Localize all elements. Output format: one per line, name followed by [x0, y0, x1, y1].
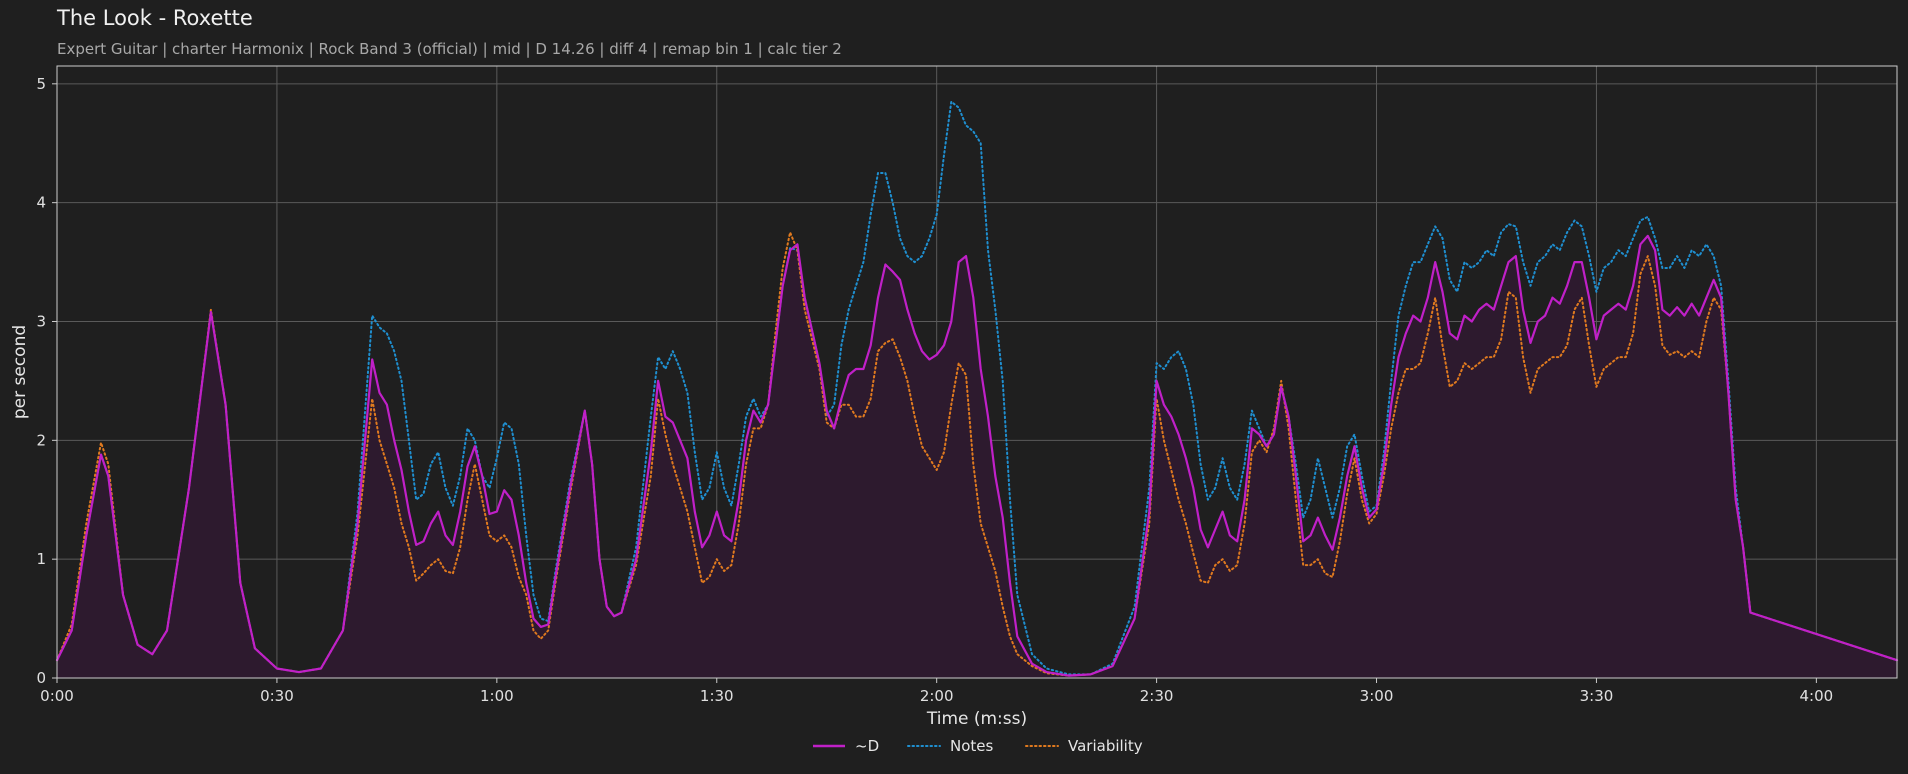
legend: ~D Notes Variability [813, 737, 1143, 755]
series-layer [55, 100, 1899, 677]
x-tick-label: 2:00 [920, 687, 954, 705]
x-axis-ticks: 0:00 0:30 1:00 1:30 2:00 2:30 3:00 3:30 4:00 [40, 678, 1833, 705]
y-tick-label: 2 [36, 431, 46, 449]
chart-title: The Look - Roxette [57, 6, 253, 30]
y-tick-label: 4 [36, 194, 46, 212]
x-tick-label: 3:30 [1580, 687, 1614, 705]
legend-label: Notes [950, 737, 994, 755]
series-line-notes [56, 100, 1898, 676]
y-tick-label: 5 [36, 75, 46, 93]
x-tick-label: 3:00 [1360, 687, 1394, 705]
y-tick-label: 0 [36, 669, 46, 687]
y-tick-label: 3 [36, 312, 46, 330]
plot-frame [56, 65, 1898, 679]
x-axis-label: Time (m:ss) [926, 709, 1027, 729]
series-area-fill [57, 235, 1897, 678]
x-tick-label: 1:30 [700, 687, 734, 705]
series-line-d [55, 234, 1899, 677]
legend-label: Variability [1068, 737, 1143, 755]
x-tick-label: 4:00 [1800, 687, 1834, 705]
x-tick-label: 1:00 [480, 687, 514, 705]
y-axis-label: per second [10, 325, 30, 419]
y-axis-ticks: 0 1 2 3 4 5 [36, 75, 57, 687]
y-tick-label: 1 [36, 550, 46, 568]
series-line-variability [56, 231, 1898, 677]
legend-label: ~D [855, 737, 879, 755]
x-tick-label: 0:00 [40, 687, 74, 705]
x-tick-label: 0:30 [260, 687, 294, 705]
chart-subtitle: Expert Guitar | charter Harmonix | Rock … [57, 40, 842, 58]
area-fill-layer [57, 235, 1897, 678]
x-tick-label: 2:30 [1140, 687, 1174, 705]
